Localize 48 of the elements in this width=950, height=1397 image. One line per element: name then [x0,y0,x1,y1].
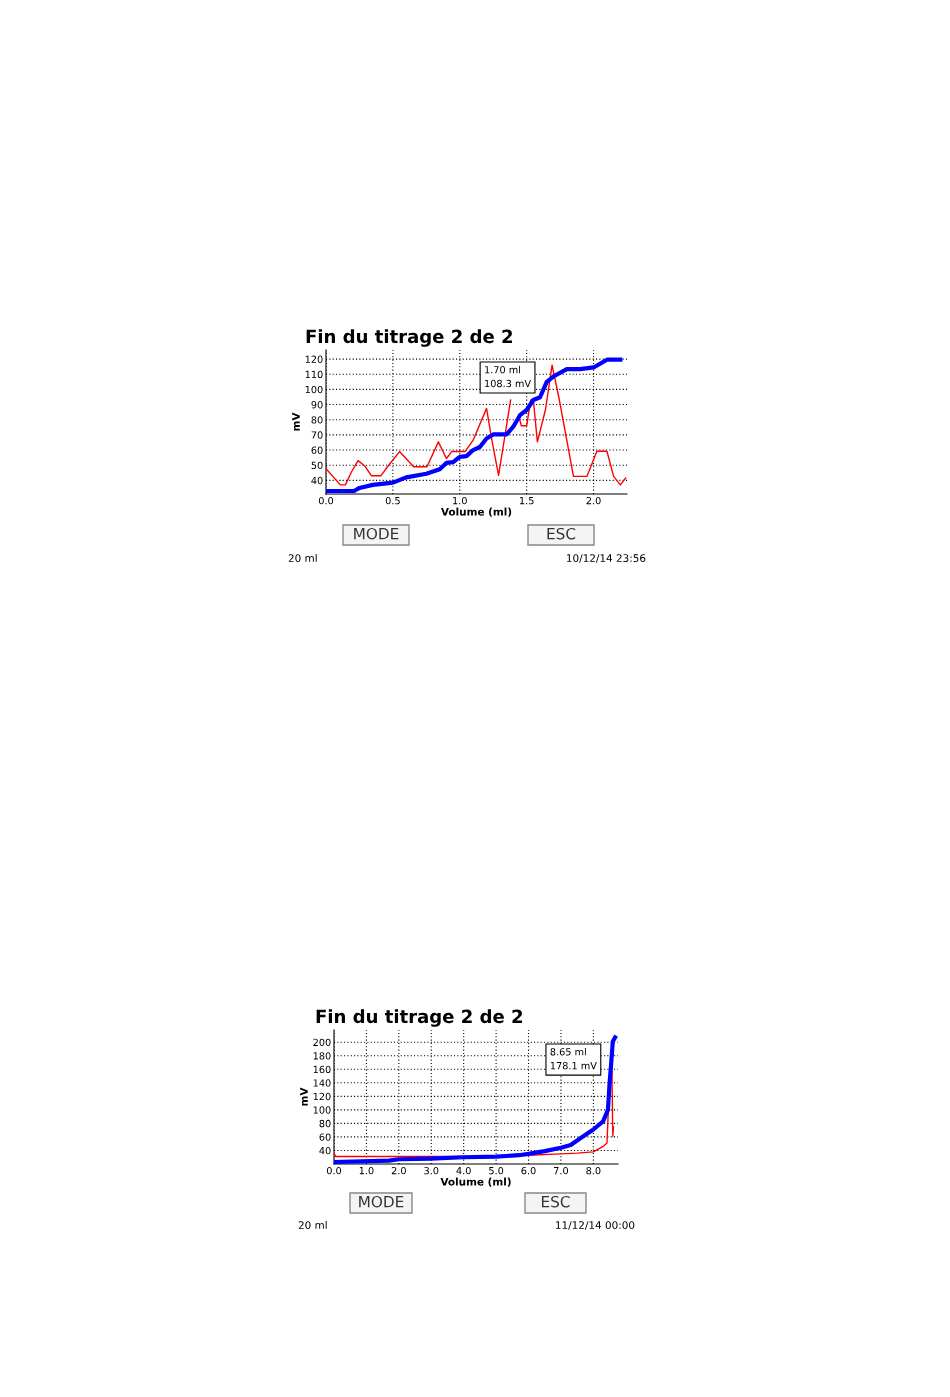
x-tick-label: 0.0 [318,496,334,505]
text: ESC [541,1195,570,1208]
x-tick-label: 0.5 [385,496,400,505]
y-tick-label: 100 [305,385,323,394]
y-tick-label: 100 [313,1106,331,1114]
y-tick-label: 200 [313,1038,331,1047]
x-tick-label: 2.0 [391,1166,406,1175]
annotation: 1.70 ml 108.3 mV [485,365,531,388]
text: 20 ml [288,553,317,563]
text: MODE [354,527,399,540]
x-tick-label: 0.0 [326,1166,342,1175]
annotation: 8.65 ml 178.1 mV [550,1047,597,1070]
x-tick-label: 5.0 [489,1166,504,1175]
y-tick-label: 80 [311,416,323,424]
x-tick-label: 6.0 [521,1166,536,1175]
chart-title: Fin du titrage 2 de 2 [306,329,513,347]
y-tick-label: 70 [311,431,323,439]
y-tick-label: 140 [313,1079,331,1087]
x-tick-label: 2.0 [586,496,601,505]
y-tick-label: 40 [319,1146,331,1155]
x-axis-title: Volume (ml) [440,507,512,517]
y-tick-label: 160 [313,1065,331,1074]
text: MODE [359,1195,404,1208]
y-tick-label: 60 [311,446,323,454]
x-tick-label: 1.0 [359,1166,374,1175]
y-tick-label: 180 [313,1052,331,1060]
y-tick-label: 90 [311,401,323,409]
x-tick-label: 1.0 [453,496,467,505]
text: 11/12/14 00:00 [556,1221,635,1230]
x-tick-label: 4.0 [456,1166,471,1175]
text: 10/12/14 23:56 [567,554,646,563]
y-tick-label: 120 [305,355,323,363]
x-axis-title: Volume (ml) [440,1177,511,1187]
y-tick-label: 80 [319,1119,331,1128]
y-axis-title: mV [292,412,300,431]
y-tick-label: 40 [311,476,323,485]
text: ESC [547,527,576,540]
y-tick-label: 110 [305,370,323,379]
x-tick-label: 8.0 [586,1166,601,1175]
x-tick-label: 1.5 [520,497,534,505]
y-tick-label: 120 [313,1092,331,1101]
x-tick-label: 7.0 [554,1166,569,1175]
y-axis-title: mV [300,1087,308,1106]
x-tick-label: 3.0 [424,1166,439,1175]
text: 20 ml [298,1220,327,1230]
y-tick-label: 60 [319,1133,331,1141]
chart-title: Fin du titrage 2 de 2 [316,1009,523,1027]
y-tick-label: 50 [311,461,323,470]
